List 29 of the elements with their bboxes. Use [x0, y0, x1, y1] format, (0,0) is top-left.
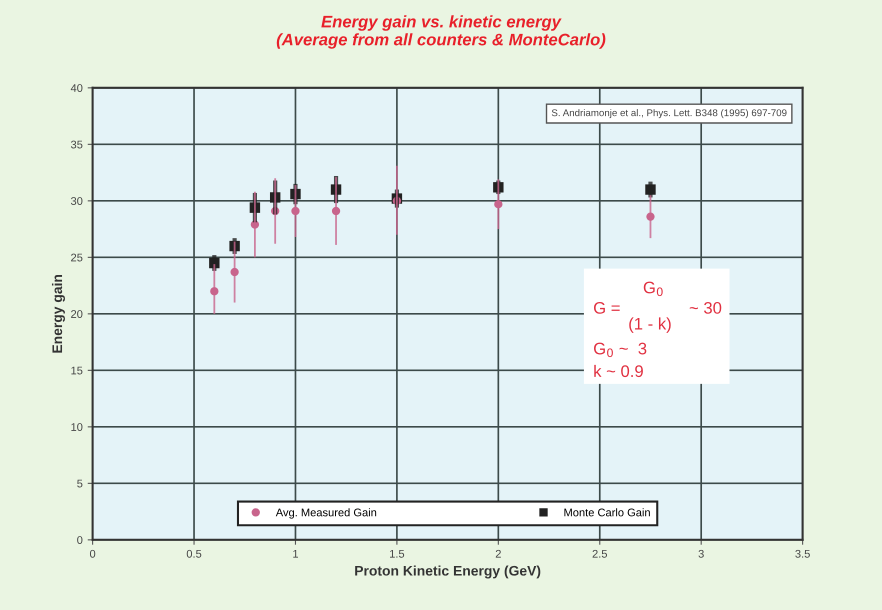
- annotation: k ~ 0.9: [594, 364, 643, 378]
- x-tick-label: 3.5: [795, 550, 810, 558]
- y-tick-label: 30: [70, 197, 82, 205]
- y-tick-label: 5: [77, 480, 82, 488]
- y-tick-label: 0: [77, 536, 82, 544]
- y-tick-label: 15: [71, 366, 82, 374]
- annotation: G$_{0}$ ~ 3: [594, 342, 646, 358]
- x-tick-label: 3: [698, 550, 704, 558]
- x-tick-label: 1.5: [390, 550, 404, 558]
- y-axis-title: Energy gain: [52, 274, 65, 353]
- annotation: (1 - k): [629, 317, 671, 333]
- y-tick-label: 25: [71, 254, 82, 262]
- annotation: G =: [594, 302, 620, 314]
- legend-label: Avg. Measured Gain: [276, 508, 376, 519]
- x-tick-label: 2: [496, 550, 501, 558]
- y-tick-label: 20: [71, 310, 82, 318]
- annotation: G$_{0}$: [644, 282, 663, 296]
- y-tick-label: 40: [70, 84, 82, 92]
- x-tick-label: 0: [90, 550, 96, 558]
- legend-label: Monte Carlo Gain: [564, 508, 650, 516]
- x-tick-label: 2.5: [592, 550, 608, 558]
- y-tick-label: 35: [70, 140, 82, 148]
- x-tick-label: 0.5: [186, 550, 202, 558]
- x-axis-title: Proton Kinetic Energy (GeV): [355, 565, 540, 578]
- annotation: ~ 30: [690, 302, 722, 314]
- annotation: S. Andriamonje et al., Phys. Lett. B348 (1995) 697-709: [552, 109, 787, 118]
- chart-title: Energy gain vs. kinetic energy (Average from all counters & MonteCarlo): [276, 15, 606, 49]
- y-tick-label: 10: [71, 423, 82, 431]
- x-tick-label: 1: [293, 550, 298, 558]
